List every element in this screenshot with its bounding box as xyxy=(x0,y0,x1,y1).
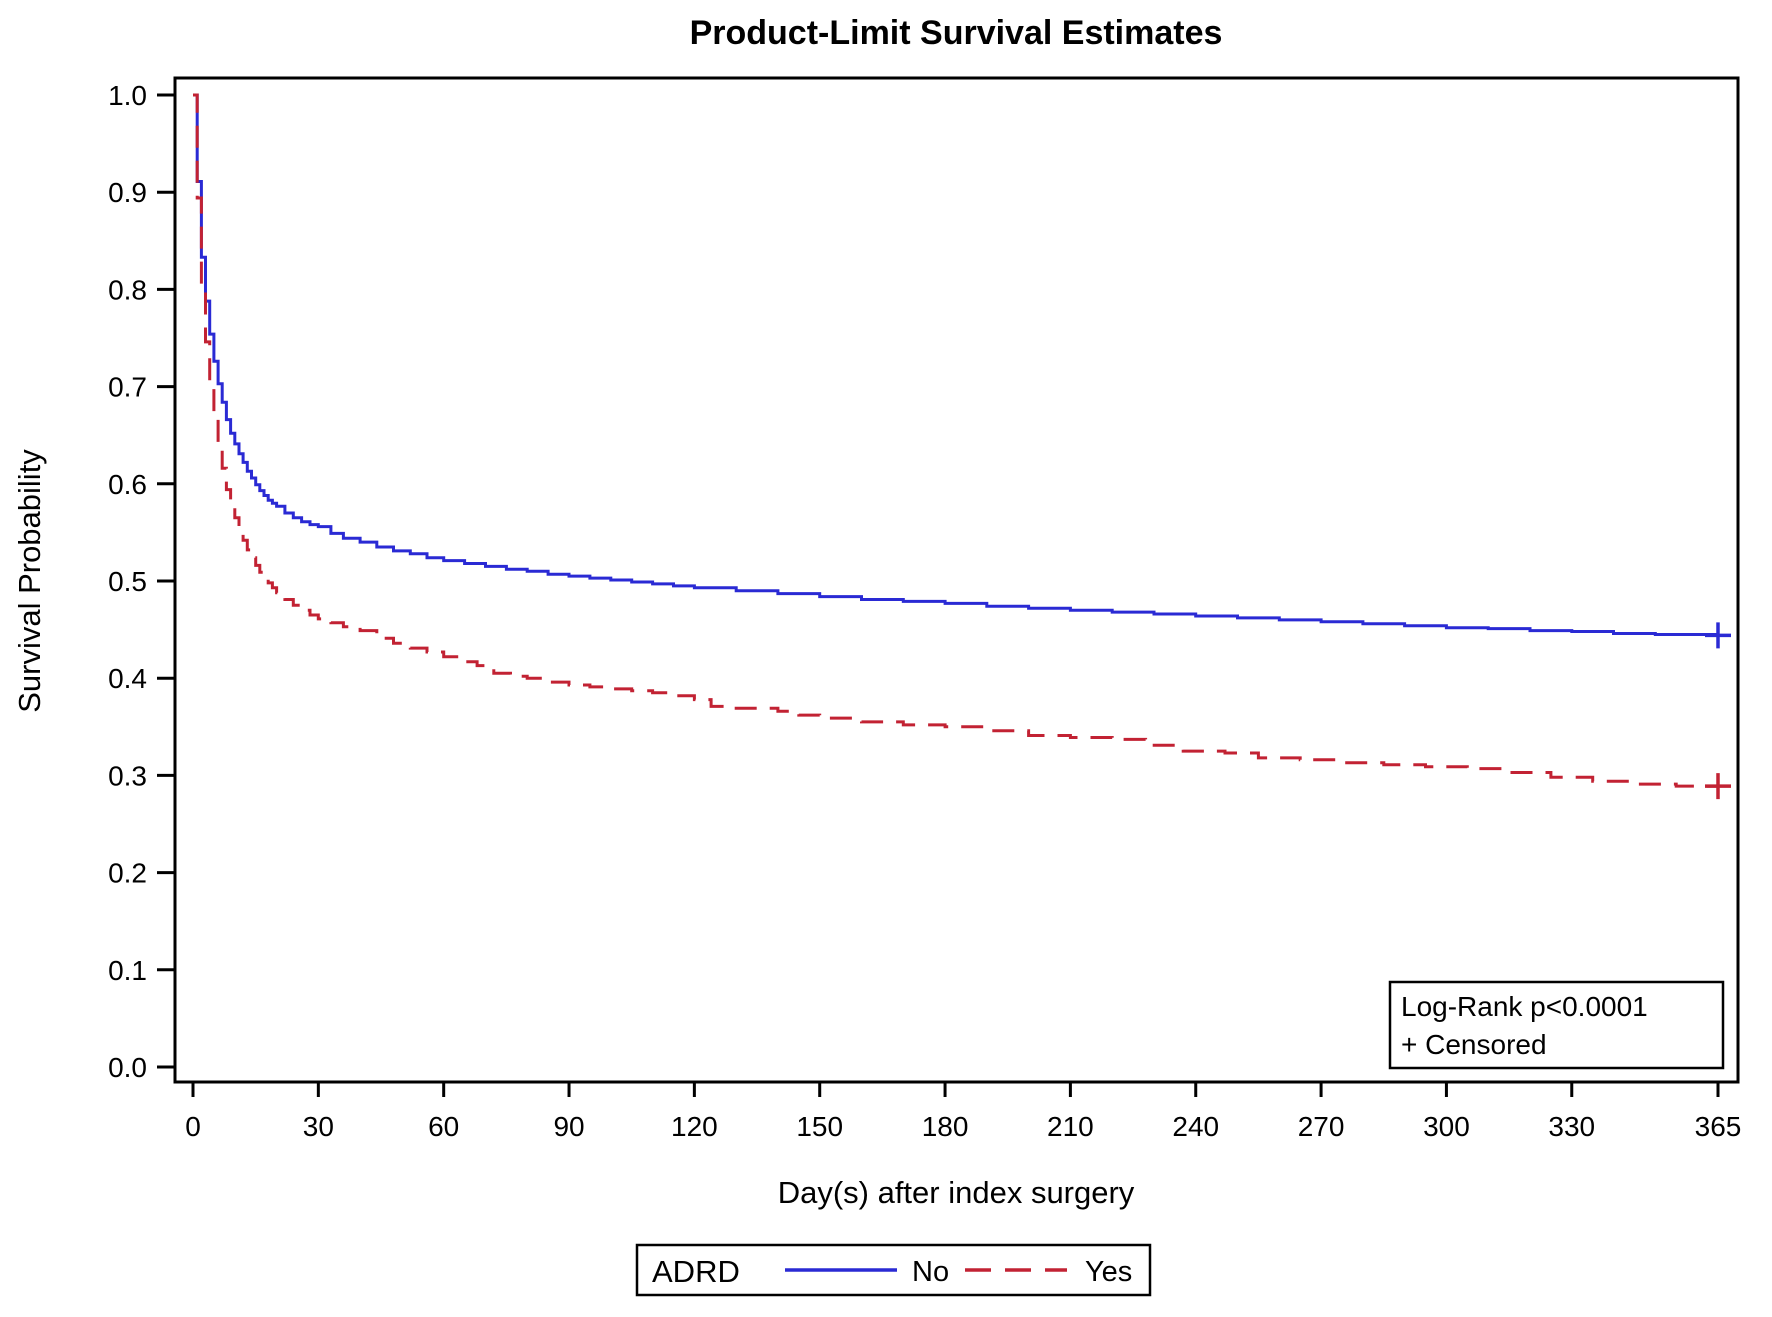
y-axis-ticks: 1.0 0.9 0.8 0.7 0.6 0.5 0.4 0.3 0.2 0.1 0.0 xyxy=(108,80,175,1083)
censor-mark-no xyxy=(1705,622,1731,649)
x-tick-label: 0 xyxy=(185,1111,201,1142)
chart-title: Product-Limit Survival Estimates xyxy=(690,14,1223,52)
y-tick-label: 0.4 xyxy=(108,663,147,694)
y-tick-label: 0.8 xyxy=(108,274,147,305)
x-axis-ticks: 0 30 60 90 120 150 180 210 240 270 300 330 365 xyxy=(185,1082,1741,1142)
y-tick-label: 0.3 xyxy=(108,760,147,791)
legend-group-label: ADRD xyxy=(652,1254,740,1289)
y-tick-label: 0.7 xyxy=(108,372,147,403)
x-tick-label: 180 xyxy=(922,1111,969,1142)
y-tick-label: 0.1 xyxy=(108,955,147,986)
censor-mark-yes xyxy=(1705,773,1731,800)
log-rank-text: Log-Rank p<0.0001 xyxy=(1401,991,1648,1022)
legend: ADRD No Yes xyxy=(635,1243,1152,1297)
survival-curves xyxy=(193,93,1731,800)
y-axis-title: Survival Probability xyxy=(12,449,47,713)
y-tick-label: 0.0 xyxy=(108,1052,147,1083)
x-tick-label: 120 xyxy=(671,1111,718,1142)
survival-curve-yes xyxy=(193,93,1718,788)
x-tick-label: 330 xyxy=(1548,1111,1595,1142)
annotation-box-border xyxy=(1388,980,1725,1070)
x-tick-label: 150 xyxy=(796,1111,843,1142)
y-tick-label: 0.6 xyxy=(108,469,147,500)
x-tick-label: 240 xyxy=(1172,1111,1219,1142)
y-tick-label: 0.2 xyxy=(108,858,147,889)
x-tick-label: 30 xyxy=(303,1111,334,1142)
x-tick-label: 300 xyxy=(1423,1111,1470,1142)
y-tick-label: 0.9 xyxy=(108,177,147,208)
legend-entry-yes: Yes xyxy=(1085,1256,1132,1288)
y-tick-label: 0.5 xyxy=(108,566,147,597)
x-tick-label: 270 xyxy=(1298,1111,1345,1142)
x-tick-label: 60 xyxy=(428,1111,459,1142)
x-tick-label: 90 xyxy=(553,1111,584,1142)
annotation-box: Log-Rank p<0.0001 + Censored xyxy=(1388,980,1725,1070)
x-axis-title: Day(s) after index surgery xyxy=(778,1175,1135,1210)
y-tick-label: 1.0 xyxy=(108,80,147,111)
x-tick-label: 365 xyxy=(1695,1111,1742,1142)
plot-area-border xyxy=(173,76,1740,1084)
x-tick-label: 210 xyxy=(1047,1111,1094,1142)
legend-entry-no: No xyxy=(912,1256,949,1288)
censored-note-text: + Censored xyxy=(1401,1029,1547,1060)
survival-curve-no xyxy=(193,93,1720,636)
